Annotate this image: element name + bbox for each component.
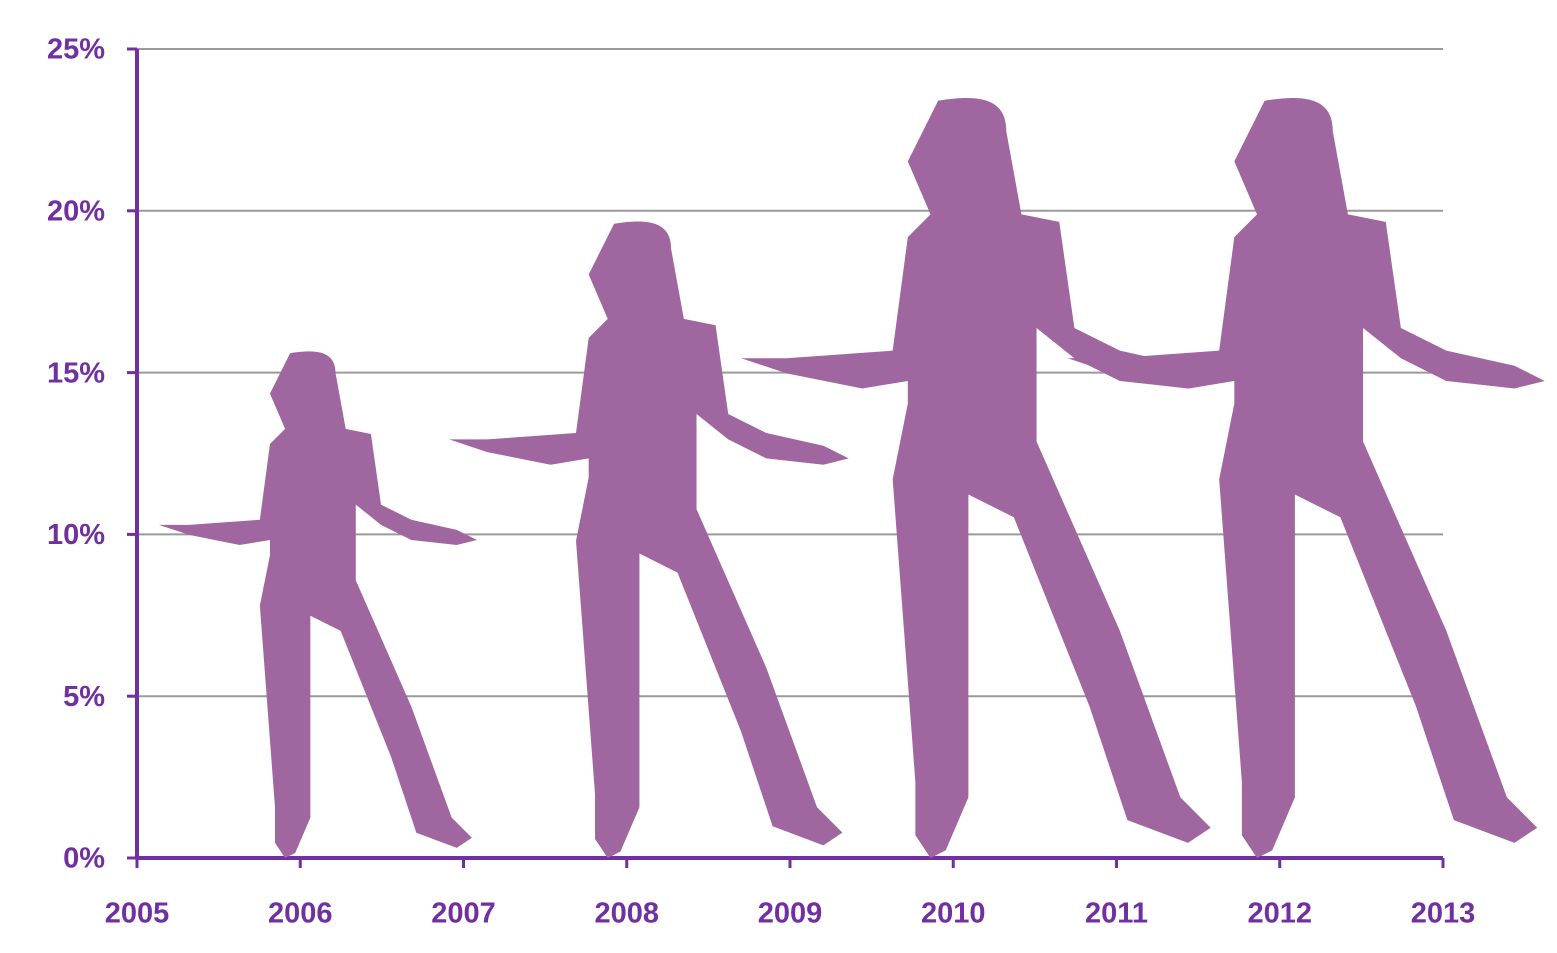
x-tick-label: 2008 <box>594 898 659 930</box>
x-tick-label: 2006 <box>268 898 333 930</box>
x-tick-label: 2007 <box>431 898 496 930</box>
x-tick-label: 2005 <box>105 898 170 930</box>
chart: 0% 5% 10% 15% 20% 25% 2005 2006 2007 2008 2009 2010… <box>0 0 1557 953</box>
x-tick-label: 2011 <box>1085 898 1148 930</box>
x-tick-label: 2013 <box>1411 898 1476 930</box>
figure <box>449 221 849 858</box>
x-tick-label: 2010 <box>921 898 986 930</box>
y-tick-label: 15% <box>47 357 105 389</box>
x-tick-label: 2009 <box>758 898 823 930</box>
y-tick-label: 5% <box>63 681 105 713</box>
figure <box>159 351 477 858</box>
figure <box>741 98 1218 858</box>
x-tick-label: 2012 <box>1247 898 1312 930</box>
y-tick-label: 10% <box>47 519 105 551</box>
y-tick-label: 20% <box>47 195 105 227</box>
y-tick-label: 0% <box>63 843 105 875</box>
y-tick-label: 25% <box>47 34 105 66</box>
